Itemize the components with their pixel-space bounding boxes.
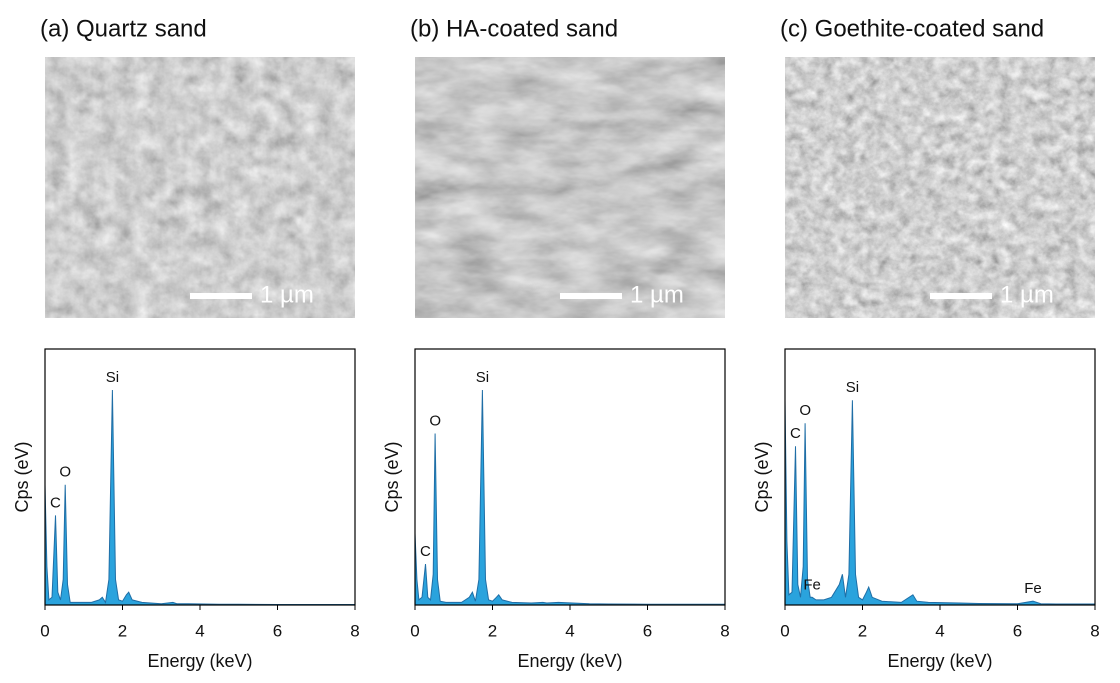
x-tick-label: 2	[118, 621, 127, 640]
figure: (a) Quartz sand1 µmSiCO02468Energy (keV)…	[0, 0, 1120, 678]
spectrum-area	[45, 390, 355, 605]
scale-bar-label: 1 µm	[1000, 281, 1054, 308]
x-tick-label: 8	[720, 621, 729, 640]
peak-label: Si	[846, 379, 859, 396]
x-axis-label: Energy (keV)	[147, 651, 252, 671]
peak-label: C	[420, 543, 431, 560]
peak-label: Si	[106, 369, 119, 386]
peak-label: O	[59, 464, 71, 481]
x-tick-label: 8	[1090, 621, 1099, 640]
spectrum-area	[785, 400, 1095, 605]
y-axis-label: Cps (eV)	[752, 441, 772, 512]
peak-label: C	[790, 425, 801, 442]
x-tick-label: 4	[935, 621, 944, 640]
x-tick-label: 6	[643, 621, 652, 640]
peak-label: Si	[476, 369, 489, 386]
plot-frame	[45, 349, 355, 605]
panel-title: (b) HA-coated sand	[410, 15, 618, 42]
x-tick-label: 4	[195, 621, 204, 640]
peak-label: Fe	[803, 576, 821, 593]
x-tick-label: 4	[565, 621, 574, 640]
y-axis-label: Cps (eV)	[12, 441, 32, 512]
peak-label: Fe	[1024, 580, 1042, 597]
x-tick-label: 0	[410, 621, 419, 640]
scale-bar-label: 1 µm	[260, 281, 314, 308]
y-axis-label: Cps (eV)	[382, 441, 402, 512]
panel-title: (a) Quartz sand	[40, 15, 207, 42]
sem-image	[415, 57, 725, 318]
peak-label: C	[50, 494, 61, 511]
x-tick-label: 0	[780, 621, 789, 640]
sem-image	[785, 57, 1095, 318]
peak-label: O	[429, 412, 441, 429]
x-tick-label: 2	[488, 621, 497, 640]
x-axis-label: Energy (keV)	[517, 651, 622, 671]
x-tick-label: 2	[858, 621, 867, 640]
x-axis-label: Energy (keV)	[887, 651, 992, 671]
x-tick-label: 6	[1013, 621, 1022, 640]
sem-image	[45, 57, 355, 318]
plot-frame	[785, 349, 1095, 605]
peak-label: O	[799, 402, 811, 419]
x-tick-label: 0	[40, 621, 49, 640]
x-tick-label: 6	[273, 621, 282, 640]
scale-bar-label: 1 µm	[630, 281, 684, 308]
spectrum-area	[415, 390, 725, 605]
plot-frame	[415, 349, 725, 605]
x-tick-label: 8	[350, 621, 359, 640]
panel-title: (c) Goethite-coated sand	[780, 15, 1044, 42]
